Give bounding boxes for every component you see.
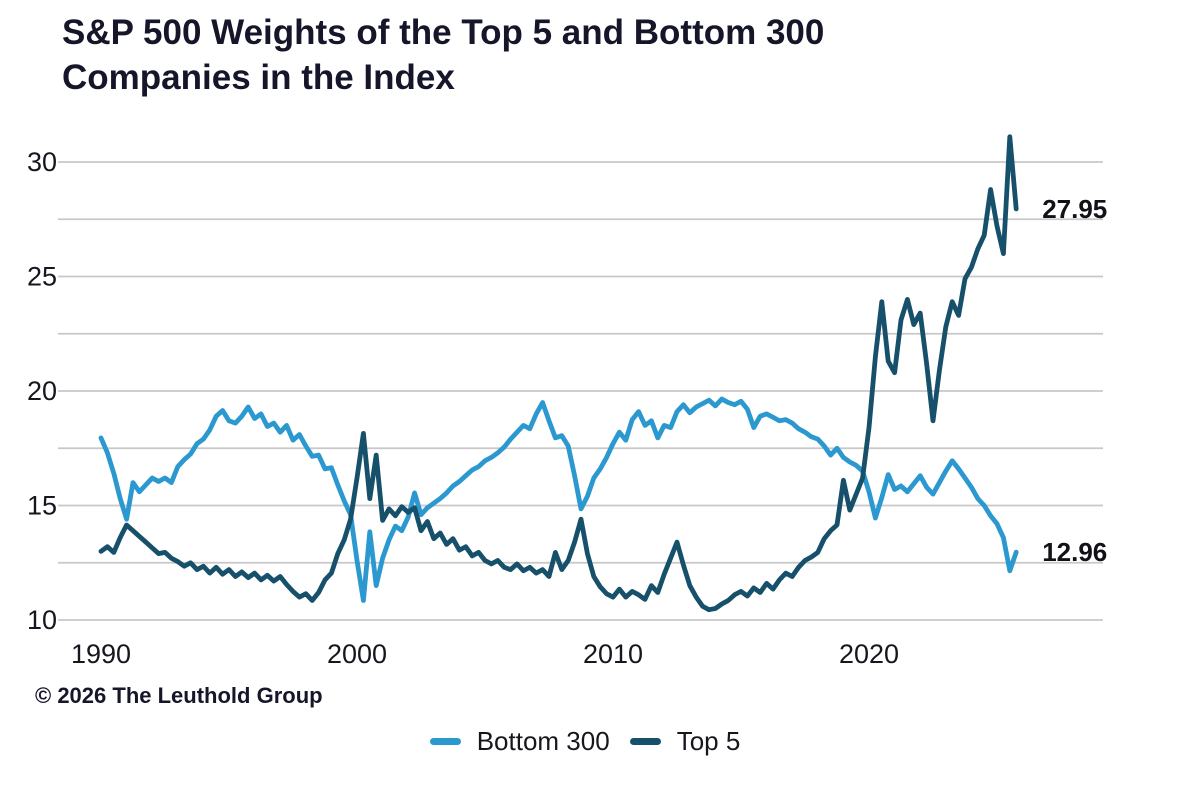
x-tick-label: 2000	[327, 639, 387, 669]
series-end-label-bottom-300: 12.96	[1042, 537, 1107, 567]
y-tick-label: 20	[27, 376, 57, 406]
bottom-300-line-swatch-icon	[429, 737, 461, 745]
y-tick-label: 15	[27, 491, 57, 521]
legend-item-bottom-300: Bottom 300	[429, 725, 610, 757]
legend-label-top-5: Top 5	[676, 725, 741, 756]
copyright-text: © 2026 The Leuthold Group	[35, 683, 323, 708]
chart-title: S&P 500 Weights of the Top 5 and Bottom …	[62, 10, 1042, 100]
series-end-label-top-5: 27.95	[1042, 194, 1107, 224]
y-tick-label: 30	[27, 147, 57, 177]
legend-label-bottom-300: Bottom 300	[476, 725, 610, 756]
x-tick-label: 2010	[583, 639, 643, 669]
series-line-top-5	[98, 134, 1019, 613]
chart-title-line2: Companies in the Index	[62, 58, 455, 97]
chart-legend: Bottom 300 Top 5	[0, 723, 1170, 759]
chart-title-line1: S&P 500 Weights of the Top 5 and Bottom …	[62, 13, 825, 52]
x-tick-label: 2020	[839, 639, 899, 669]
y-tick-label: 10	[27, 605, 57, 635]
y-tick-label: 25	[27, 262, 57, 292]
legend-item-top-5: Top 5	[629, 725, 741, 757]
top-5-line-swatch-icon	[629, 737, 661, 745]
x-tick-label: 1990	[71, 639, 131, 669]
series-line-bottom-300	[98, 396, 1019, 603]
